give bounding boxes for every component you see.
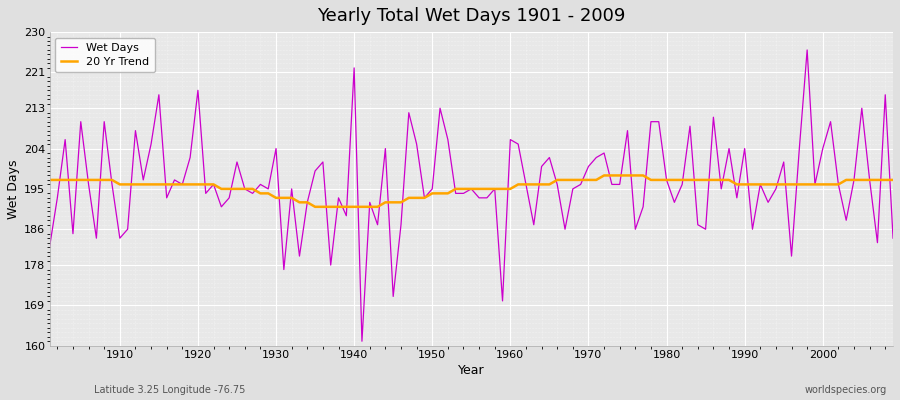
Wet Days [106, 182, 117, 187]
20 Yr Trend [615, 173, 626, 178]
Legend: Wet Days, 20 Yr Trend: Wet Days, 20 Yr Trend [55, 38, 155, 72]
Text: Latitude 3.25 Longitude -76.75: Latitude 3.25 Longitude -76.75 [94, 385, 246, 395]
Wet Days [44, 245, 55, 250]
20 Yr Trend [310, 204, 320, 209]
20 Yr Trend [513, 182, 524, 187]
Line: Wet Days: Wet Days [50, 50, 893, 341]
Y-axis label: Wet Days: Wet Days [7, 159, 20, 219]
Wet Days [513, 142, 524, 146]
Wet Days [887, 236, 898, 240]
Wet Days [278, 267, 289, 272]
20 Yr Trend [278, 196, 289, 200]
X-axis label: Year: Year [458, 364, 484, 377]
20 Yr Trend [505, 186, 516, 191]
Wet Days [505, 137, 516, 142]
Wet Days [325, 263, 336, 268]
20 Yr Trend [333, 204, 344, 209]
20 Yr Trend [887, 178, 898, 182]
Line: 20 Yr Trend: 20 Yr Trend [50, 176, 893, 207]
20 Yr Trend [106, 178, 117, 182]
20 Yr Trend [598, 173, 609, 178]
Wet Days [607, 182, 617, 187]
20 Yr Trend [44, 178, 55, 182]
Text: worldspecies.org: worldspecies.org [805, 385, 886, 395]
Wet Days [356, 339, 367, 344]
Wet Days [802, 48, 813, 52]
Title: Yearly Total Wet Days 1901 - 2009: Yearly Total Wet Days 1901 - 2009 [317, 7, 626, 25]
